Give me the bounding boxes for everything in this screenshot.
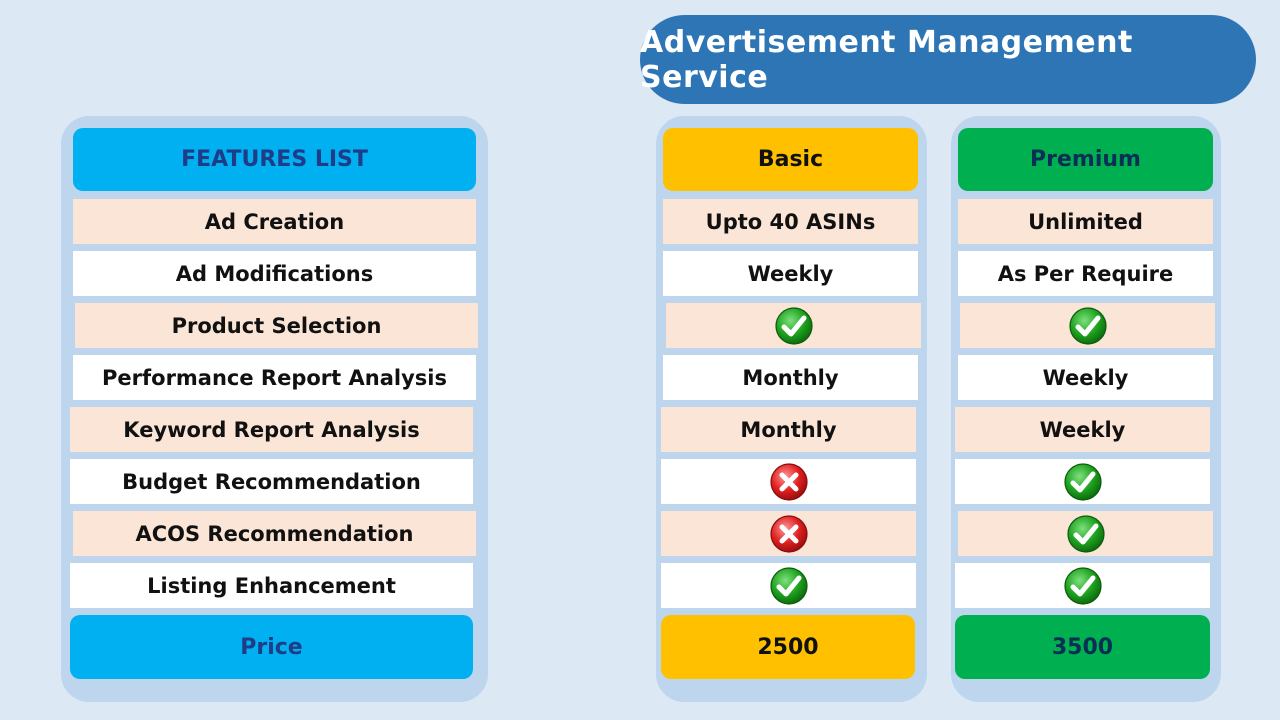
cross-icon: [769, 514, 809, 554]
premium-price: 3500: [955, 615, 1210, 679]
premium-acos-recommendation: [958, 511, 1213, 556]
basic-price: 2500: [661, 615, 915, 679]
premium-budget-recommendation: [955, 459, 1210, 504]
basic-budget-recommendation: [661, 459, 916, 504]
basic-plan-panel: Basic Upto 40 ASINs Weekly Monthly Month…: [656, 116, 927, 702]
cross-icon: [769, 462, 809, 502]
basic-plan-header: Basic: [663, 128, 918, 191]
premium-plan-panel: Premium Unlimited As Per Require Weekly …: [951, 116, 1221, 702]
feature-performance-report-analysis: Performance Report Analysis: [73, 355, 476, 400]
basic-ad-modifications: Weekly: [663, 251, 918, 296]
basic-keyword-report-analysis: Monthly: [661, 407, 916, 452]
feature-budget-recommendation: Budget Recommendation: [70, 459, 473, 504]
premium-ad-modifications: As Per Require: [958, 251, 1213, 296]
basic-performance-report-analysis: Monthly: [663, 355, 918, 400]
check-icon: [1068, 306, 1108, 346]
feature-ad-creation: Ad Creation: [73, 199, 476, 244]
check-icon: [1063, 462, 1103, 502]
check-icon: [769, 566, 809, 606]
feature-listing-enhancement: Listing Enhancement: [70, 563, 473, 608]
page-title: Advertisement Management Service: [640, 15, 1256, 104]
features-list-header: FEATURES LIST: [73, 128, 476, 191]
basic-listing-enhancement: [661, 563, 916, 608]
premium-listing-enhancement: [955, 563, 1210, 608]
price-label: Price: [70, 615, 473, 679]
feature-keyword-report-analysis: Keyword Report Analysis: [70, 407, 473, 452]
premium-ad-creation: Unlimited: [958, 199, 1213, 244]
basic-product-selection: [666, 303, 921, 348]
features-panel: FEATURES LIST Ad Creation Ad Modificatio…: [61, 116, 488, 702]
premium-performance-report-analysis: Weekly: [958, 355, 1213, 400]
basic-acos-recommendation: [661, 511, 916, 556]
premium-product-selection: [960, 303, 1215, 348]
feature-ad-modifications: Ad Modifications: [73, 251, 476, 296]
basic-ad-creation: Upto 40 ASINs: [663, 199, 918, 244]
check-icon: [774, 306, 814, 346]
premium-plan-header: Premium: [958, 128, 1213, 191]
feature-product-selection: Product Selection: [75, 303, 478, 348]
premium-keyword-report-analysis: Weekly: [955, 407, 1210, 452]
feature-acos-recommendation: ACOS Recommendation: [73, 511, 476, 556]
check-icon: [1066, 514, 1106, 554]
check-icon: [1063, 566, 1103, 606]
